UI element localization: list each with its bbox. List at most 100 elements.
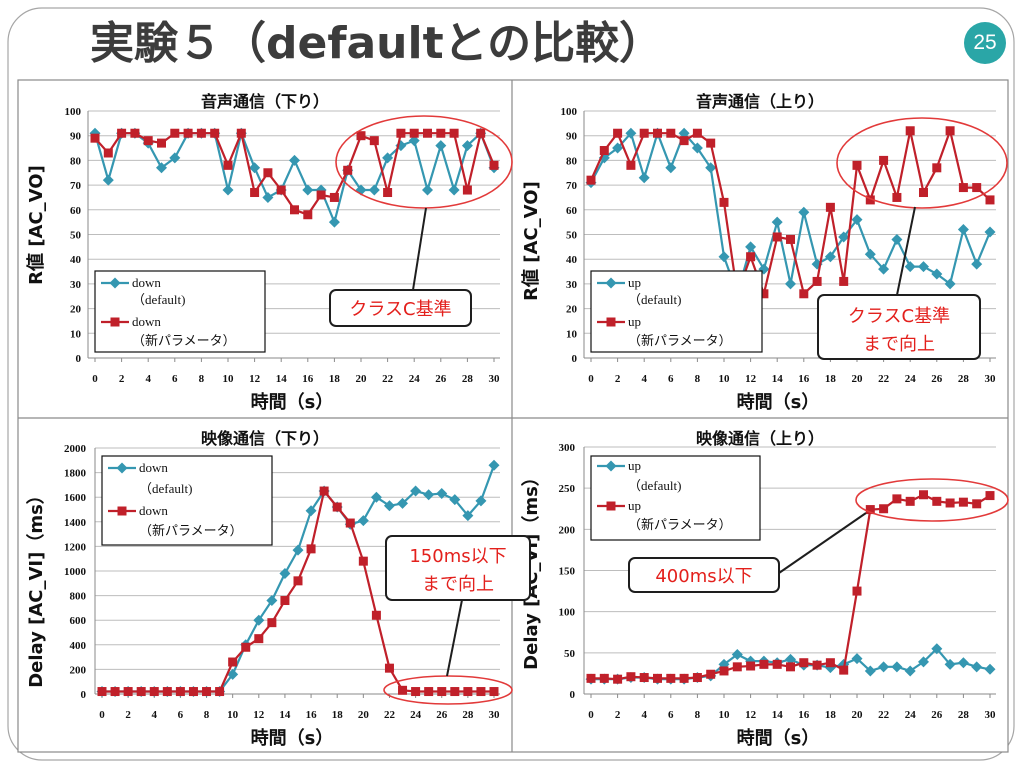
y-tick-label: 0 <box>570 689 576 701</box>
data-point <box>692 673 702 683</box>
data-point <box>852 586 862 596</box>
data-point <box>306 544 316 554</box>
data-point <box>462 510 474 522</box>
data-point <box>691 142 703 154</box>
legend-label: up <box>628 458 641 473</box>
data-point <box>357 515 369 527</box>
data-point <box>904 665 916 677</box>
data-point <box>972 183 982 193</box>
x-tick-label: 16 <box>798 373 810 385</box>
data-point <box>316 190 326 200</box>
callout-box <box>329 289 472 327</box>
x-tick-label: 20 <box>852 373 864 385</box>
callout-connector <box>446 599 463 677</box>
data-point <box>292 544 304 556</box>
legend-note: （新パラメータ） <box>628 333 732 348</box>
legend-marker <box>605 460 617 472</box>
data-point <box>666 128 676 138</box>
x-tick-label: 18 <box>329 373 341 385</box>
data-point <box>436 488 448 500</box>
x-tick-label: 30 <box>985 709 997 721</box>
x-tick-label: 20 <box>358 709 370 721</box>
x-tick-label: 2 <box>615 373 621 385</box>
y-tick-label: 0 <box>572 353 578 365</box>
y-tick-label: 200 <box>70 664 87 676</box>
data-point <box>904 261 916 273</box>
data-point <box>799 658 809 668</box>
data-point <box>398 685 408 695</box>
data-point <box>449 494 461 506</box>
data-point <box>851 214 863 226</box>
x-tick-label: 6 <box>668 709 674 721</box>
y-axis-label: Delay [AC_VI]（ms） <box>521 468 542 670</box>
data-point <box>944 658 956 670</box>
y-tick-label: 20 <box>70 304 82 316</box>
data-point <box>879 504 889 514</box>
legend-note: （default) <box>139 481 192 496</box>
y-tick-label: 70 <box>566 180 578 192</box>
data-point <box>878 263 890 275</box>
y-tick-label: 1800 <box>64 468 87 480</box>
data-point <box>586 175 596 185</box>
data-point <box>945 126 955 136</box>
data-point <box>143 136 153 146</box>
data-point <box>279 567 291 579</box>
x-tick-label: 0 <box>99 709 105 721</box>
data-point <box>653 673 662 683</box>
data-point <box>328 216 340 228</box>
x-tick-label: 30 <box>489 709 501 721</box>
legend-marker <box>110 317 120 327</box>
data-point <box>253 614 265 626</box>
data-point <box>343 165 353 175</box>
data-point <box>319 486 329 496</box>
data-point <box>196 128 206 138</box>
series-1 <box>585 127 996 300</box>
data-point <box>162 687 172 697</box>
y-axis-label: R値 [AC_VO] <box>25 165 47 285</box>
x-tick-label: 2 <box>125 709 131 721</box>
data-point <box>599 673 609 683</box>
data-point <box>329 192 339 202</box>
data-point <box>370 491 382 503</box>
data-point <box>102 174 114 186</box>
data-point <box>450 687 460 697</box>
y-tick-label: 0 <box>76 353 82 365</box>
data-point <box>368 184 380 196</box>
data-point <box>276 185 286 195</box>
chart-title: 音声通信（上り） <box>696 92 824 111</box>
data-point <box>891 233 903 245</box>
callout-text: 150ms以下 <box>409 546 506 567</box>
data-point <box>918 261 929 273</box>
y-tick-label: 200 <box>559 524 576 536</box>
series-2 <box>586 126 995 299</box>
x-tick-label: 12 <box>253 709 265 721</box>
x-tick-label: 14 <box>276 373 288 385</box>
data-point <box>236 128 246 138</box>
data-point <box>280 596 290 606</box>
legend: down （default) down （新パラメータ） <box>94 270 266 353</box>
legend-entry: down （default) <box>101 275 185 307</box>
x-tick-label: 24 <box>905 709 917 721</box>
x-tick-label: 14 <box>279 709 291 721</box>
chart-title: 音声通信（下り） <box>201 92 329 111</box>
data-point <box>383 188 393 198</box>
x-tick-label: 10 <box>719 373 731 385</box>
data-point <box>839 276 849 286</box>
y-tick-label: 0 <box>81 689 87 701</box>
data-point <box>772 659 782 669</box>
data-point <box>892 494 902 504</box>
data-point <box>384 663 394 673</box>
data-point <box>411 687 421 697</box>
chart-title: 映像通信（上り） <box>696 429 824 448</box>
data-point <box>838 231 850 243</box>
data-point <box>705 162 717 174</box>
highlight-ellipse <box>855 478 1009 522</box>
data-point <box>931 643 943 655</box>
x-tick-label: 10 <box>719 709 731 721</box>
data-point <box>679 136 689 146</box>
data-point <box>586 673 596 683</box>
x-tick-label: 8 <box>204 709 210 721</box>
